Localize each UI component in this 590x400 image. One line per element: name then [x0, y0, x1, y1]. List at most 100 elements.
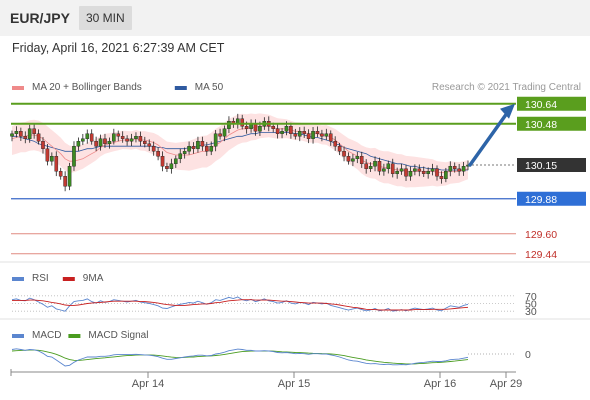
candle-body	[72, 146, 76, 167]
candle-body	[373, 161, 377, 167]
candle-body	[293, 133, 298, 137]
candle-body	[297, 131, 302, 137]
candle-body	[351, 158, 355, 162]
candle-body	[182, 151, 187, 154]
legend-label: MA 50	[195, 82, 224, 93]
candle-body	[81, 138, 85, 142]
bollinger-band	[12, 113, 468, 188]
candle-body	[444, 171, 448, 179]
candle-body	[200, 141, 205, 147]
candle-body	[98, 138, 103, 147]
candle-body	[337, 146, 342, 152]
candle-body	[289, 126, 293, 134]
header-bar: EUR/JPY 30 MIN	[0, 0, 590, 36]
candle-body	[32, 128, 36, 134]
projection-arrow-shaft	[468, 110, 510, 167]
legend-label: MACD	[32, 330, 61, 341]
candle-body	[240, 118, 245, 127]
currency-pair-title: EUR/JPY	[10, 10, 70, 26]
candle-body	[346, 156, 351, 162]
candle-body	[125, 138, 129, 142]
candle-body	[103, 138, 107, 144]
candle-body	[160, 156, 165, 167]
candle-body	[461, 166, 466, 172]
candle-body	[439, 176, 444, 179]
rsi-level-label: 30	[525, 306, 537, 318]
candle-body	[36, 133, 41, 142]
candle-body	[209, 146, 214, 152]
candle-body	[213, 133, 218, 147]
candle-body	[421, 171, 426, 174]
candle-body	[147, 143, 152, 147]
candle-body	[355, 156, 360, 159]
current-price-tag	[517, 158, 586, 172]
rsi-level-label: 50	[525, 299, 537, 311]
candle-body	[408, 171, 413, 177]
candle-body	[204, 146, 209, 152]
candle-body	[368, 166, 373, 169]
candle-body	[89, 133, 94, 142]
candle-body	[452, 166, 457, 169]
legend-label: 9MA	[83, 273, 104, 284]
copyright-credit: Research © 2021 Trading Central	[432, 82, 581, 93]
candle-body	[58, 171, 63, 177]
candle-body	[227, 121, 231, 129]
candle-body	[169, 163, 174, 169]
macd-zero-label: 0	[525, 349, 531, 361]
candle-body	[45, 148, 50, 162]
candle-body	[107, 141, 112, 144]
macd-line	[11, 348, 469, 367]
legend-swatch	[12, 277, 24, 281]
candle-body	[63, 176, 67, 187]
candle-body	[151, 146, 156, 152]
candle-body	[413, 168, 417, 172]
support-level-tag	[517, 191, 586, 206]
candle-body	[311, 131, 315, 139]
x-tick-label: Apr 29	[490, 378, 522, 390]
candle-body	[390, 163, 395, 174]
candle-body	[187, 146, 191, 152]
candle-body	[85, 133, 90, 139]
legend-swatch	[12, 334, 24, 338]
candle-body	[426, 171, 430, 174]
candle-body	[14, 131, 19, 134]
candle-body	[156, 151, 160, 157]
legend-swatch	[62, 277, 75, 281]
candle-body	[382, 168, 386, 172]
resistance-level-label: 130.48	[525, 119, 557, 131]
candle-body	[76, 141, 81, 147]
candle-body	[359, 156, 364, 164]
candle-body	[129, 138, 134, 142]
candle-body	[448, 166, 453, 172]
candle-body	[342, 151, 346, 157]
candle-body	[271, 126, 276, 129]
candle-body	[19, 131, 23, 137]
candle-body	[284, 126, 289, 132]
candle-body	[191, 146, 196, 149]
candle-body	[258, 126, 262, 132]
resistance-level-tag	[517, 116, 586, 131]
candle-body	[275, 128, 280, 134]
candle-body	[23, 136, 28, 139]
candle-body	[253, 123, 258, 132]
candle-body	[165, 166, 169, 169]
candle-body	[280, 131, 284, 134]
candle-body	[54, 156, 59, 172]
candle-body	[196, 141, 200, 149]
candle-body	[417, 168, 422, 172]
candle-body	[10, 133, 14, 137]
macd-signal-line	[11, 349, 469, 365]
candle-body	[67, 166, 72, 187]
x-tick-label: Apr 16	[424, 378, 456, 390]
candle-body	[395, 171, 399, 174]
candle-body	[435, 168, 439, 177]
legend-label: MACD Signal	[88, 330, 148, 341]
candle-body	[364, 163, 368, 169]
candle-body	[218, 133, 222, 137]
timeframe-button[interactable]: 30 MIN	[79, 6, 132, 30]
resistance-level-label: 130.64	[525, 99, 557, 111]
candle-body	[377, 161, 382, 172]
candle-body	[143, 141, 147, 144]
candle-body	[134, 136, 138, 139]
